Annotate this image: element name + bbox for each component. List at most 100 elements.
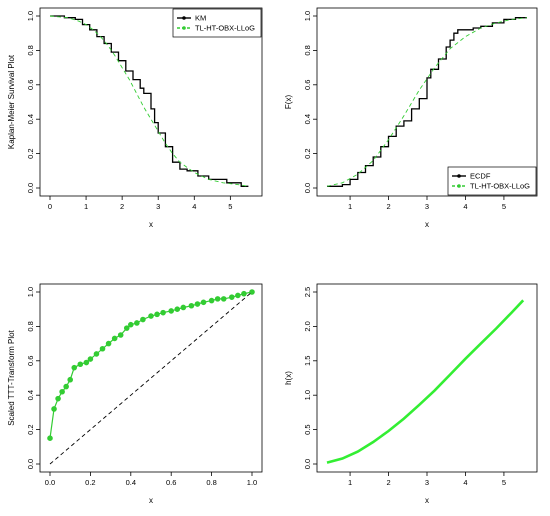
x-axis-label: x [149,496,153,505]
legend-box [447,166,537,196]
data-point [111,335,118,342]
y-tick-label: 0.6 [303,80,312,90]
legend-label: TL-HT-OBX-LLoG [195,24,255,33]
data-point [63,383,69,390]
data-point [249,289,255,295]
data-point [220,296,227,302]
x-tick-label: 1 [348,202,352,211]
data-point [77,361,84,368]
x-tick-label: 4 [192,202,196,211]
series-line-2 [49,291,253,465]
y-tick-label: 0.0 [26,459,35,469]
x-tick-label: 0.8 [206,478,216,487]
data-point [160,309,166,316]
y-axis-label: h(x) [284,371,293,385]
data-point [134,320,140,326]
x-tick-label: 1 [84,202,88,211]
y-axis-label: Scaled TTT-Transform Plot [7,329,16,425]
y-tick-label: 0.8 [303,45,312,55]
data-point [241,290,247,297]
y-tick-label: 0.4 [303,114,312,124]
plot-frame [39,7,263,197]
y-axis-label: F(x) [284,95,293,110]
data-point [55,395,61,402]
y-tick-label: 2.0 [303,321,312,331]
y-tick-label: 0.4 [26,390,35,400]
legend-box [172,8,262,38]
plot-frame [39,283,263,473]
data-point [71,364,78,371]
legend-label: KM [195,14,206,23]
y-tick-label: 1.0 [26,287,35,297]
y-tick-label: 0.6 [26,80,35,90]
data-point [174,306,181,313]
data-point [235,292,241,299]
data-point [200,299,207,306]
plot-frame [316,283,538,473]
x-tick-label: 2 [120,202,124,211]
y-tick-label: 0.0 [303,459,312,469]
x-tick-label: 0.4 [126,478,136,487]
series-line-2 [49,15,249,187]
x-tick-label: 0.0 [45,478,55,487]
data-point [117,332,124,338]
y-tick-label: 0.5 [303,424,312,434]
x-tick-label: 3 [156,202,160,211]
y-tick-label: 0.2 [26,424,35,434]
data-point [140,316,146,323]
y-tick-label: 1.0 [303,11,312,21]
x-tick-label: 0.6 [166,478,176,487]
x-tick-label: 4 [463,202,467,211]
legend-label: ECDF [470,172,491,181]
data-point [208,297,215,304]
data-point [47,435,53,442]
y-tick-label: 1.0 [303,390,312,400]
x-tick-label: 4 [463,478,467,487]
series-line-2 [326,17,528,187]
y-tick-label: 0.2 [303,148,312,158]
data-point [59,388,65,395]
x-axis-label: x [149,220,153,229]
x-axis-label: x [425,220,429,229]
series-line-1 [50,15,249,187]
data-point [123,325,130,331]
data-point [93,351,100,357]
legend-marker [182,16,186,20]
x-tick-label: 0 [48,202,52,211]
data-point [128,321,134,328]
x-tick-label: 5 [228,202,232,211]
y-tick-label: 0.6 [26,356,35,366]
data-point [168,308,174,314]
y-tick-label: 0.2 [26,148,35,158]
y-tick-label: 2.5 [303,287,312,297]
y-tick-label: 0.0 [303,183,312,193]
legend-label: TL-HT-OBX-LLoG [470,182,530,191]
data-point [87,356,94,362]
data-point [99,345,106,352]
data-point [229,294,235,300]
panel-3: 0.0 0.2 0.4 0.6 0.8 1.0 0.0 0.2 0.4 0.6 0.8 1.0 x Sca… [7,283,263,505]
x-tick-label: 3 [425,478,429,487]
legend-marker [182,26,186,30]
data-point [83,359,90,366]
data-point [51,406,57,412]
y-tick-label: 0.4 [26,114,35,124]
panel-1: 0 1 2 3 4 5 0.0 0.2 0.4 0.6 0.8 1.0 x Kaplan-Meier Su… [7,7,263,229]
data-point [188,302,195,309]
data-point [67,376,73,383]
x-axis-label: x [425,496,429,505]
data-point [214,296,221,302]
y-tick-label: 1.0 [26,11,35,21]
legend-marker [457,174,461,178]
x-tick-label: 1.0 [247,478,257,487]
series-line-1 [327,17,527,187]
data-point [194,301,201,307]
series-line-1 [326,299,525,464]
x-tick-label: 3 [425,202,429,211]
panel-4: 1 2 3 4 5 0.0 0.5 1.0 1.5 2.0 2.5 x h(x) [284,283,538,505]
y-axis-label: Kaplan-Meier Survival Plot [7,54,16,149]
x-tick-label: 2 [386,478,390,487]
